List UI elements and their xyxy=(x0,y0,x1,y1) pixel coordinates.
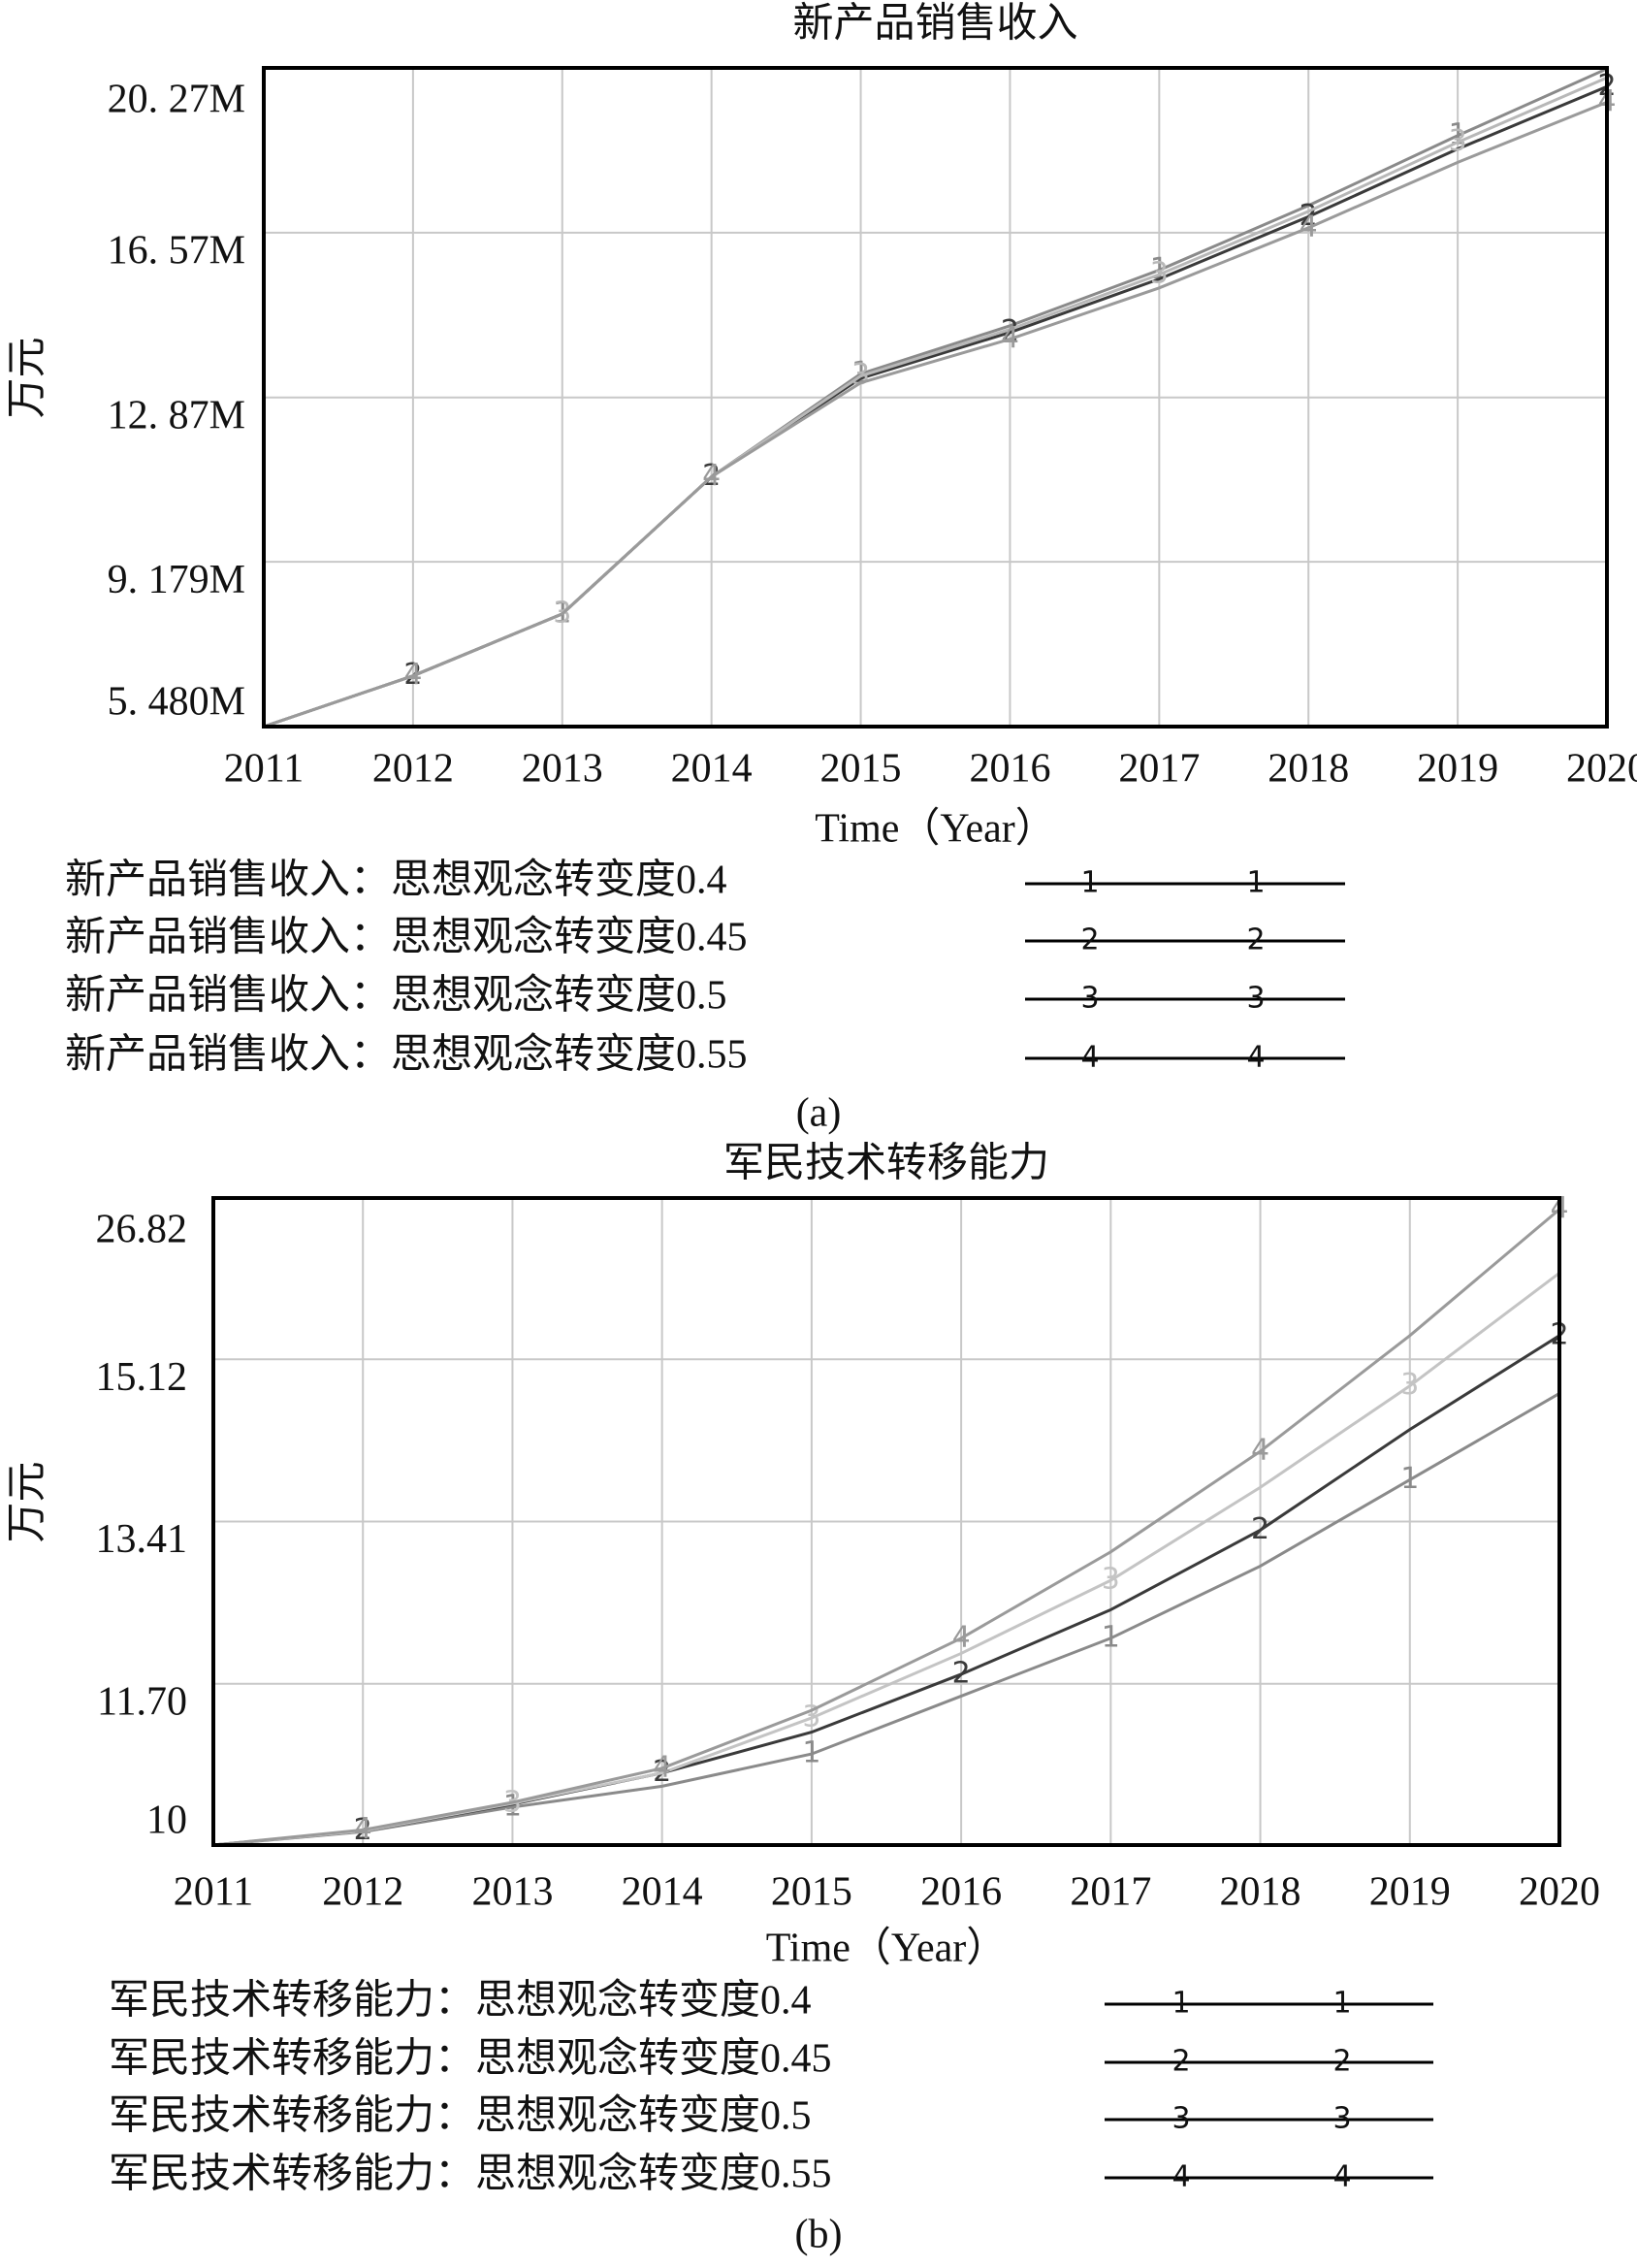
x-tick-label: 2015 xyxy=(820,747,902,792)
series-line xyxy=(212,1392,1560,1847)
x-tick-label: 2014 xyxy=(671,747,753,792)
legend-marker: 2 xyxy=(1172,2045,1190,2079)
legend-marker: 3 xyxy=(1332,2102,1351,2136)
x-axis-label: Time（Year） xyxy=(815,807,1056,852)
series-marker: 4 xyxy=(1251,1434,1269,1468)
legend-label: 新产品销售收入：思想观念转变度0.55 xyxy=(65,1032,748,1078)
legend-marker: 1 xyxy=(1246,866,1265,900)
series-marker: 4 xyxy=(1001,321,1019,355)
series-marker: 3 xyxy=(802,1700,820,1733)
x-tick-label: 2019 xyxy=(1369,1870,1451,1915)
series-line xyxy=(212,1334,1560,1847)
chart-title: 新产品销售收入 xyxy=(792,2,1077,47)
legend-label: 军民技术转移能力：思想观念转变度0.4 xyxy=(109,1978,812,2024)
series-marker: 1 xyxy=(1400,1462,1419,1496)
series-marker: 3 xyxy=(1400,1368,1419,1402)
plot-frame xyxy=(211,1196,1561,1847)
x-tick-label: 2013 xyxy=(522,747,603,792)
legend-label: 军民技术转移能力：思想观念转变度0.5 xyxy=(109,2093,812,2139)
series-marker: 4 xyxy=(1300,210,1318,243)
series-line xyxy=(263,84,1608,729)
legend-marker: 1 xyxy=(1172,1987,1190,2021)
chart-title: 军民技术转移能力 xyxy=(723,1142,1049,1186)
x-tick-label: 2018 xyxy=(1268,747,1349,792)
y-tick-label: 20. 27M xyxy=(108,78,245,122)
legend-label: 军民技术转移能力：思想观念转变度0.45 xyxy=(109,2036,832,2082)
chart: 军民技术转移能力 2011 2012 2013 2014 2015 2016 2017 2018… xyxy=(6,1142,1600,2257)
series-marker: 4 xyxy=(952,1620,971,1654)
y-tick-label: 10 xyxy=(146,1798,187,1843)
caption: (b) xyxy=(795,2213,843,2257)
x-tick-label: 2020 xyxy=(1566,747,1637,792)
series-marker: 4 xyxy=(403,658,422,692)
x-tick-label: 2017 xyxy=(1118,747,1200,792)
x-tick-label: 2019 xyxy=(1417,747,1498,792)
plot-frame xyxy=(262,66,1609,729)
y-tick-label: 15.12 xyxy=(96,1355,188,1400)
legend-label: 新产品销售收入：思想观念转变度0.4 xyxy=(65,858,727,903)
series-marker: 1 xyxy=(802,1736,820,1770)
legend-label: 军民技术转移能力：思想观念转变度0.55 xyxy=(109,2152,832,2197)
y-tick-label: 5. 480M xyxy=(108,680,245,725)
y-axis-label: 万元 xyxy=(6,337,50,418)
y-tick-label: 13.41 xyxy=(96,1517,188,1562)
series-marker: 1 xyxy=(503,1789,522,1823)
x-tick-label: 2020 xyxy=(1519,1870,1600,1915)
y-tick-label: 16. 57M xyxy=(108,229,245,274)
x-tick-label: 2016 xyxy=(969,747,1050,792)
x-tick-label: 2012 xyxy=(322,1870,403,1915)
x-tick-label: 2016 xyxy=(920,1870,1002,1915)
series-marker: 4 xyxy=(702,459,721,493)
x-tick-label: 2011 xyxy=(224,747,304,792)
legend-marker: 1 xyxy=(1332,1987,1351,2021)
series-marker: 3 xyxy=(1102,1563,1120,1597)
series-marker: 3 xyxy=(1449,124,1467,158)
series-marker: 3 xyxy=(851,358,870,392)
series-marker: 3 xyxy=(1150,257,1169,291)
legend-marker: 4 xyxy=(1080,1041,1099,1075)
legend-marker: 1 xyxy=(1080,866,1099,900)
legend-marker: 2 xyxy=(1332,2045,1351,2079)
x-tick-label: 2013 xyxy=(471,1870,553,1915)
legend-marker: 3 xyxy=(1172,2102,1190,2136)
legend-marker: 3 xyxy=(1246,982,1265,1016)
series-marker: 4 xyxy=(653,1750,671,1784)
y-tick-label: 9. 179M xyxy=(108,558,245,602)
series-marker: 2 xyxy=(1251,1512,1269,1546)
legend-marker: 2 xyxy=(1080,923,1099,957)
legend-marker: 3 xyxy=(1080,982,1099,1016)
legend-label: 新产品销售收入：思想观念转变度0.5 xyxy=(65,973,727,1019)
series-marker: 1 xyxy=(1102,1620,1120,1654)
chart: 新产品销售收入 2011 2012 2013 2014 2015 2016 2017 2018 2… xyxy=(6,2,1637,1136)
caption: (a) xyxy=(796,1091,842,1136)
x-tick-label: 2011 xyxy=(174,1870,253,1915)
series-line xyxy=(263,100,1608,729)
series-line xyxy=(263,76,1608,729)
series-line xyxy=(212,1208,1560,1847)
y-tick-label: 11.70 xyxy=(97,1679,187,1724)
x-tick-label: 2014 xyxy=(622,1870,703,1915)
legend-marker: 2 xyxy=(1246,923,1265,957)
x-tick-label: 2015 xyxy=(771,1870,852,1915)
legend-marker: 4 xyxy=(1172,2160,1190,2194)
x-tick-label: 2018 xyxy=(1220,1870,1301,1915)
y-tick-label: 26.82 xyxy=(96,1208,188,1252)
y-tick-label: 12. 87M xyxy=(108,393,245,437)
series-marker: 2 xyxy=(952,1656,971,1690)
x-tick-label: 2012 xyxy=(372,747,454,792)
legend-label: 新产品销售收入：思想观念转变度0.45 xyxy=(65,915,748,960)
series-marker: 4 xyxy=(354,1812,372,1846)
x-axis-label: Time（Year） xyxy=(766,1927,1008,1971)
y-axis-label: 万元 xyxy=(6,1461,50,1542)
x-tick-label: 2017 xyxy=(1070,1870,1151,1915)
legend-marker: 4 xyxy=(1246,1041,1265,1075)
legend-marker: 4 xyxy=(1332,2160,1351,2194)
